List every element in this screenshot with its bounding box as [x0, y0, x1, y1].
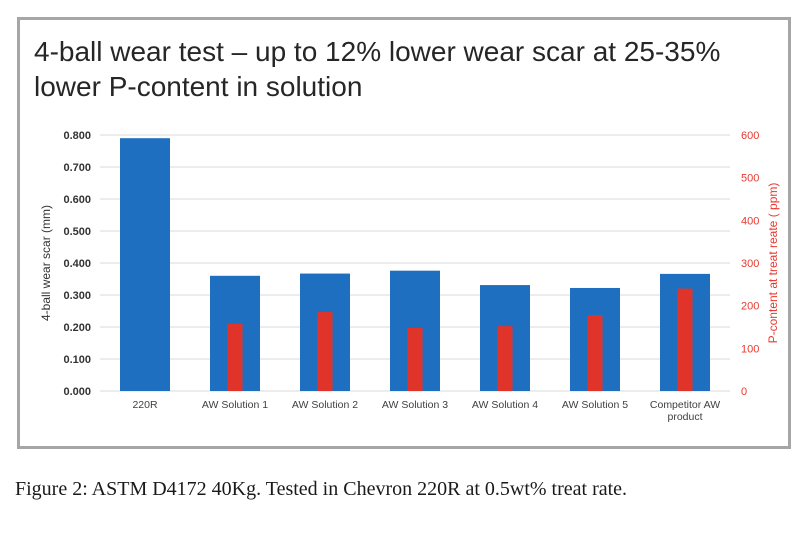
category-labels: 220R AW Solution 1 AW Solution 2 AW Solutio… [132, 399, 720, 423]
y-tick-label: 0.000 [63, 386, 91, 398]
x-tick-label: Competitor AW product [650, 399, 720, 423]
y-axis-label: 4-ball wear scar (mm) [39, 205, 53, 321]
y2-tick-label: 100 [741, 343, 759, 355]
y-tick-label: 0.700 [63, 162, 91, 174]
y-tick-label: 0.100 [63, 354, 91, 366]
y2-tick-label: 0 [741, 386, 747, 398]
p-content-bar [677, 288, 693, 391]
x-tick-label: AW Solution 2 [292, 399, 358, 411]
right-axis-ticks: 0 100 200 300 400 500 600 [741, 130, 759, 398]
y-tick-label: 0.200 [63, 322, 91, 334]
y-tick-label: 0.400 [63, 258, 91, 270]
left-axis-ticks: 0.000 0.100 0.200 0.300 0.400 0.500 0.600 0.700… [63, 130, 91, 398]
p-content-bar [317, 312, 333, 391]
bar-chart: 0.000 0.100 0.200 0.300 0.400 0.500 0.600 0.700… [39, 130, 780, 423]
x-tick-label: AW Solution 4 [472, 399, 538, 411]
y-tick-label: 0.300 [63, 290, 91, 302]
p-content-bars [227, 288, 693, 391]
y-tick-label: 0.800 [63, 130, 91, 142]
p-content-bar [587, 315, 603, 391]
y2-tick-label: 300 [741, 258, 759, 270]
y2-tick-label: 500 [741, 173, 759, 185]
x-tick-label: AW Solution 3 [382, 399, 448, 411]
figure-caption: Figure 2: ASTM D4172 40Kg. Tested in Che… [15, 478, 628, 500]
p-content-bar [497, 326, 513, 391]
y-tick-label: 0.600 [63, 194, 91, 206]
y2-tick-label: 600 [741, 130, 759, 142]
x-tick-label: AW Solution 5 [562, 399, 628, 411]
p-content-bar [227, 323, 243, 391]
x-tick-label: 220R [132, 399, 158, 411]
y-tick-label: 0.500 [63, 226, 91, 238]
y2-tick-label: 400 [741, 215, 759, 227]
y2-tick-label: 200 [741, 301, 759, 313]
x-tick-label: AW Solution 1 [202, 399, 268, 411]
wear-scar-bar [120, 138, 170, 391]
chart-title: 4-ball wear test – up to 12% lower wear … [34, 36, 721, 102]
y2-axis-label: P-content at treat reate ( ppm) [766, 183, 780, 344]
p-content-bar [407, 327, 423, 391]
